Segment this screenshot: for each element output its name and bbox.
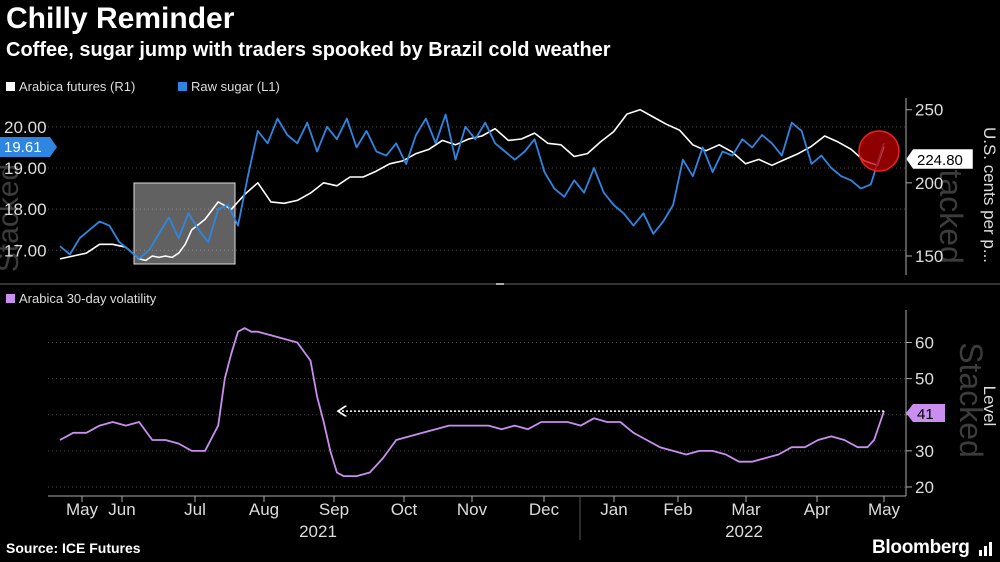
right-axis-title-lower: Level [980, 386, 999, 427]
x-tick-label: Feb [663, 500, 692, 519]
x-tick-label: Dec [529, 500, 560, 519]
lower-gridlines [48, 342, 906, 488]
right-tick-label: 50 [915, 370, 934, 389]
right-tick-label: 200 [915, 174, 943, 193]
bloomberg-logo: Bloomberg [872, 537, 970, 558]
volatility-last-value: 41 [917, 406, 934, 423]
left-tick-label: 19.00 [4, 159, 47, 178]
chart-title: Chilly Reminder [6, 2, 235, 35]
x-tick-label: Nov [457, 500, 488, 519]
legend-sugar-swatch [178, 82, 187, 91]
source-note: Source: ICE Futures [6, 540, 141, 556]
right-tick-label: 250 [915, 101, 943, 120]
volatility-last-value-badge: 41 [906, 404, 945, 423]
legend-arabica-swatch [6, 82, 15, 91]
x-tick-label: Apr [804, 500, 831, 519]
legend-arabica[interactable]: Arabica futures (R1) [6, 79, 135, 95]
right-axis-title-upper: U.S. cents per p... [980, 127, 999, 263]
legend-sugar[interactable]: Raw sugar (L1) [178, 79, 280, 95]
right-tick-label: 150 [915, 247, 943, 266]
series-line-sugar [59, 113, 885, 260]
x-tick-label: Jul [184, 500, 206, 519]
right-tick-label: 30 [915, 442, 934, 461]
chart-subtitle: Coffee, sugar jump with traders spooked … [6, 39, 611, 61]
highlight-circle [858, 130, 900, 172]
x-tick-label: May [66, 500, 99, 519]
series-line-volatility [59, 327, 885, 477]
arabica-last-value: 224.80 [917, 152, 963, 169]
legend-volatility[interactable]: Arabica 30-day volatility [6, 291, 156, 307]
left-tick-label: 18.00 [4, 200, 47, 219]
legend-volatility-swatch [6, 294, 15, 303]
x-tick-label: May [868, 500, 901, 519]
left-tick-label: 20.00 [4, 118, 47, 137]
x-tick-label: Oct [391, 500, 418, 519]
bloomberg-mark-icon [979, 542, 992, 556]
left-tick-label: 17.00 [4, 241, 47, 260]
x-tick-label: Jan [600, 500, 627, 519]
arabica-last-value-badge: 224.80 [905, 148, 974, 170]
x-tick-label: Aug [249, 500, 279, 519]
legend-sugar-label: Raw sugar (L1) [191, 79, 280, 94]
right-tick-label: 20 [915, 478, 934, 497]
year-label: 2022 [725, 522, 763, 541]
watermark-lower: Stacked [953, 342, 989, 458]
year-label: 2021 [299, 522, 337, 541]
sugar-last-value-badge: 19.61 [0, 137, 57, 157]
legend-arabica-label: Arabica futures (R1) [19, 79, 136, 94]
x-tick-label: Mar [731, 500, 761, 519]
left-axis-ticks: 17.00 18.00 19.00 20.00 [4, 118, 47, 260]
sugar-last-value: 19.61 [4, 139, 42, 156]
upper-gridlines [48, 126, 906, 251]
legend-volatility-label: Arabica 30-day volatility [19, 291, 157, 306]
right-axis-ticks-upper: 150 200 250 [906, 101, 943, 266]
series-line-arabica [59, 108, 885, 262]
x-tick-label: Sep [319, 500, 349, 519]
x-tick-label: Jun [108, 500, 135, 519]
right-tick-label: 60 [915, 334, 934, 353]
watermark-left: Stacked [0, 164, 25, 272]
x-axis-ticks: May Jun Jul Aug Sep Oct Nov Dec Jan Feb Mar Apr May 2… [66, 496, 901, 541]
